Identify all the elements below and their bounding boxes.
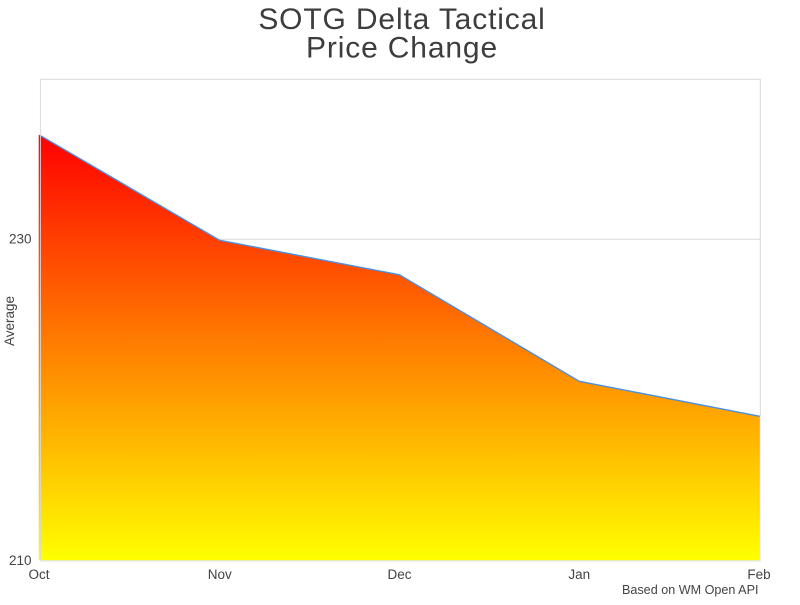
svg-text:Based on WM Open API: Based on WM Open API: [622, 583, 759, 597]
svg-text:Feb: Feb: [747, 567, 770, 582]
svg-text:Price Change: Price Change: [306, 32, 498, 65]
svg-text:Average: Average: [2, 296, 17, 346]
svg-text:SOTG Delta Tactical: SOTG Delta Tactical: [258, 3, 545, 36]
svg-text:Oct: Oct: [28, 567, 49, 582]
svg-text:Jan: Jan: [568, 567, 590, 582]
svg-text:Dec: Dec: [387, 567, 411, 582]
svg-text:Nov: Nov: [208, 567, 232, 582]
svg-text:210: 210: [9, 553, 32, 568]
svg-text:230: 230: [9, 232, 32, 247]
